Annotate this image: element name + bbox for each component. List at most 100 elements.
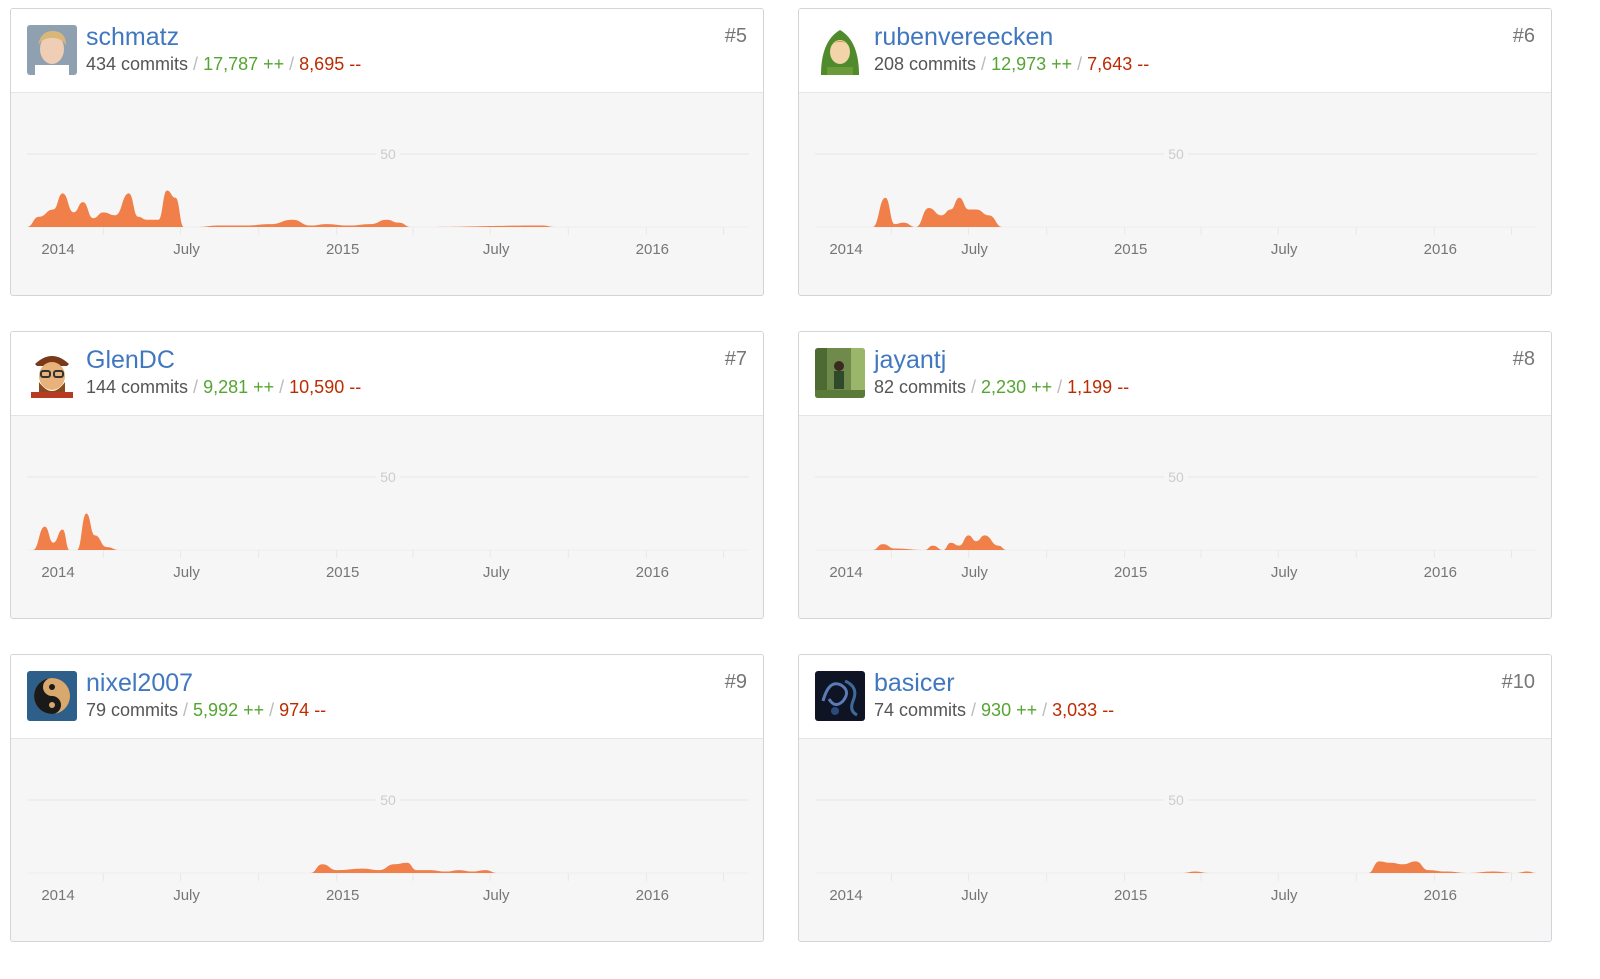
contributor-card: nixel2007 79 commits / 5,992 ++ / 974 --…	[10, 654, 764, 942]
deletions-count: 10,590	[289, 377, 345, 397]
contributor-rank: #8	[1512, 348, 1535, 370]
x-tick-label: 2016	[636, 887, 669, 904]
additions-count: 2,230	[981, 377, 1027, 397]
x-tick-label: 2015	[1114, 564, 1147, 581]
stats-separator: /	[188, 377, 204, 397]
x-tick-label: 2014	[829, 241, 862, 258]
deletions-count: 8,695	[299, 54, 345, 74]
y-tick-label: 50	[380, 469, 396, 485]
avatar-green-hood-archer-icon[interactable]	[815, 25, 865, 75]
commit-activity-chart: 50 2014 July 2015 July 2016	[11, 93, 763, 295]
commit-count: 82	[874, 377, 895, 397]
x-tick-label: 2016	[1424, 887, 1457, 904]
stats-separator: /	[966, 377, 982, 397]
commit-area-series	[27, 862, 749, 873]
deletions-suffix: --	[1097, 700, 1115, 720]
x-tick-label: July	[173, 887, 200, 904]
y-tick-label: 50	[380, 792, 396, 808]
contributor-username-link[interactable]: GlenDC	[86, 346, 175, 374]
commit-count: 434	[86, 54, 117, 74]
card-header: jayantj 82 commits / 2,230 ++ / 1,199 --…	[799, 332, 1551, 416]
commit-area-series	[27, 513, 749, 550]
contributor-stats: 79 commits / 5,992 ++ / 974 --	[86, 699, 326, 721]
x-tick-label: July	[483, 887, 510, 904]
x-tick-label: July	[173, 241, 200, 258]
contributor-card: GlenDC 144 commits / 9,281 ++ / 10,590 -…	[10, 331, 764, 619]
stats-separator: /	[1072, 54, 1088, 74]
commit-count: 79	[86, 700, 107, 720]
additions-suffix: ++	[258, 54, 285, 74]
x-tick-label: 2016	[1424, 564, 1457, 581]
contributor-username-link[interactable]: basicer	[874, 669, 955, 697]
card-header: nixel2007 79 commits / 5,992 ++ / 974 --…	[11, 655, 763, 739]
deletions-suffix: --	[1112, 377, 1130, 397]
avatar-pirate-cartoon-icon[interactable]	[27, 348, 77, 398]
avatar-photo-blond-man-icon[interactable]	[27, 25, 77, 75]
y-tick-label-bg	[1164, 468, 1188, 486]
commit-count: 144	[86, 377, 117, 397]
stats-separator: /	[976, 54, 992, 74]
x-tick-label: 2015	[326, 887, 359, 904]
y-tick-label-bg	[1164, 791, 1188, 809]
y-tick-label-bg	[376, 791, 400, 809]
x-tick-label: 2015	[326, 241, 359, 258]
contributor-stats: 82 commits / 2,230 ++ / 1,199 --	[874, 376, 1129, 398]
y-tick-label: 50	[380, 146, 396, 162]
deletions-suffix: --	[344, 377, 362, 397]
x-tick-label: July	[961, 564, 988, 581]
card-header: basicer 74 commits / 930 ++ / 3,033 -- #…	[799, 655, 1551, 739]
chart-svg: 50 2014 July 2015 July 2016	[815, 468, 1537, 581]
deletions-count: 974	[279, 700, 310, 720]
commit-count: 74	[874, 700, 895, 720]
additions-count: 9,281	[203, 377, 249, 397]
deletions-count: 1,199	[1067, 377, 1113, 397]
deletions-count: 7,643	[1087, 54, 1133, 74]
deletions-suffix: --	[1132, 54, 1150, 74]
avatar-yin-yang-icon[interactable]	[27, 671, 77, 721]
x-tick-label: July	[173, 564, 200, 581]
x-tick-label: July	[1271, 241, 1298, 258]
contributor-card: schmatz 434 commits / 17,787 ++ / 8,695 …	[10, 8, 764, 296]
commits-label: commits	[116, 377, 189, 397]
x-tick-label: July	[1271, 887, 1298, 904]
contributor-username-link[interactable]: jayantj	[874, 346, 947, 374]
contributor-rank: #7	[724, 348, 747, 370]
contributor-username-link[interactable]: rubenvereecken	[874, 23, 1054, 51]
y-tick-label-bg	[376, 468, 400, 486]
stats-separator: /	[178, 700, 194, 720]
x-tick-label: 2014	[829, 564, 862, 581]
additions-suffix: ++	[238, 700, 265, 720]
contributor-username-link[interactable]: schmatz	[86, 23, 180, 51]
contributor-rank: #10	[1501, 671, 1535, 693]
commits-label: commits	[116, 54, 189, 74]
x-tick-label: 2015	[1114, 241, 1147, 258]
additions-count: 17,787	[203, 54, 259, 74]
x-tick-label: July	[483, 564, 510, 581]
y-tick-label: 50	[1168, 469, 1184, 485]
stats-separator: /	[966, 700, 982, 720]
card-header: GlenDC 144 commits / 9,281 ++ / 10,590 -…	[11, 332, 763, 416]
x-tick-label: July	[961, 887, 988, 904]
avatar-dark-swirl-icon[interactable]	[815, 671, 865, 721]
chart-svg: 50 2014 July 2015 July 2016	[27, 791, 749, 904]
commits-label: commits	[894, 700, 967, 720]
avatar-forest-photo-icon[interactable]	[815, 348, 865, 398]
x-tick-label: 2015	[1114, 887, 1147, 904]
stats-separator: /	[1037, 700, 1053, 720]
x-tick-label: 2015	[326, 564, 359, 581]
contributor-card: rubenvereecken 208 commits / 12,973 ++ /…	[798, 8, 1552, 296]
contributor-stats: 74 commits / 930 ++ / 3,033 --	[874, 699, 1114, 721]
deletions-suffix: --	[309, 700, 327, 720]
x-tick-label: July	[961, 241, 988, 258]
chart-svg: 50 2014 July 2015 July 2016	[27, 468, 749, 581]
x-tick-label: 2014	[41, 241, 74, 258]
contributor-rank: #9	[724, 671, 747, 693]
stats-separator: /	[274, 377, 290, 397]
stats-separator: /	[1052, 377, 1068, 397]
additions-count: 930	[981, 700, 1012, 720]
commit-area-series	[27, 190, 555, 227]
x-tick-label: 2014	[41, 564, 74, 581]
commit-activity-chart: 50 2014 July 2015 July 2016	[799, 93, 1551, 295]
contributor-username-link[interactable]: nixel2007	[86, 669, 194, 697]
commits-label: commits	[904, 54, 977, 74]
